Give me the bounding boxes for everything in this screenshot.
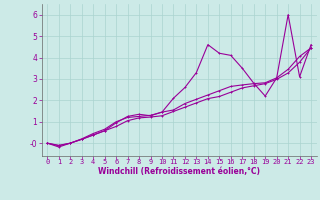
X-axis label: Windchill (Refroidissement éolien,°C): Windchill (Refroidissement éolien,°C) (98, 167, 260, 176)
